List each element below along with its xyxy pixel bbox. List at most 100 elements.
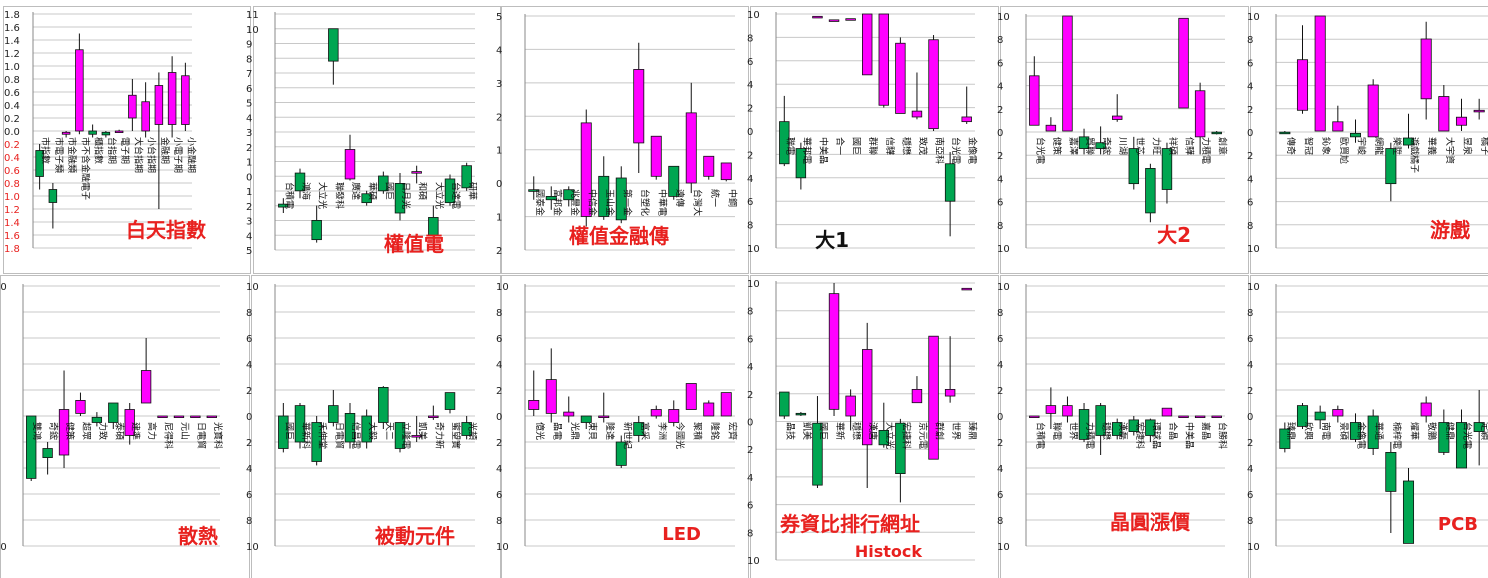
candle-body [845, 395, 856, 417]
candle-label: 台光電 [950, 137, 962, 164]
candle-body [812, 422, 823, 486]
candle-body [528, 189, 540, 192]
candle-label: 鴻海 [300, 182, 312, 200]
candle-body [911, 388, 923, 404]
candle-body [1111, 115, 1123, 120]
candle-label: 中華電 [656, 189, 668, 216]
candle-body [878, 429, 890, 446]
y-tick-label: 6 [997, 490, 1003, 501]
y-tick-label: 2 [496, 386, 502, 397]
chart-title: 散熱 [178, 524, 218, 548]
chart-title: 被動元件 [375, 524, 455, 548]
candle: 台勝科 [1211, 415, 1229, 449]
candle-label: 信驊 [1184, 137, 1196, 155]
candle-body [928, 39, 939, 130]
candle: 聯電 [1045, 387, 1063, 440]
candle: 今國光 [668, 400, 686, 449]
candle-label: 世芯 [1134, 137, 1146, 155]
candle: 統一 [703, 155, 721, 207]
y-tick-label: 10 [1247, 542, 1260, 553]
candle-label: 川湖 [1117, 137, 1128, 155]
candle: 力致 [91, 412, 109, 440]
candle: 光鼎 [563, 396, 581, 440]
candle-body [58, 409, 70, 456]
candle: 中鋼 [720, 162, 738, 207]
y-tick-label: 2 [997, 438, 1003, 449]
candle-body [895, 42, 906, 114]
y-tick-label: 0.6 [4, 88, 20, 99]
candle-label: 金像電 [1356, 422, 1368, 449]
candle-label: 台光電 [1462, 422, 1474, 449]
candle-label: 信驊 [884, 137, 896, 155]
candle-label: 華邦電 [801, 137, 813, 164]
candle-label: 和碩 [417, 182, 428, 200]
y-tick-label: 8 [997, 516, 1003, 527]
candle: 日電貿 [190, 415, 207, 449]
candle-body [361, 415, 372, 443]
candle: 市電子類 [48, 137, 65, 229]
y-tick-label: 10 [246, 25, 259, 36]
candle-label: 健鼎 [1444, 422, 1456, 440]
candle: 小金融期 [181, 62, 197, 173]
candle-label: 玉山金 [604, 189, 616, 216]
candle: 健鼎 [1438, 409, 1456, 455]
y-tick-label: 1.0 [4, 192, 20, 203]
y-tick-label: 2 [496, 438, 502, 449]
candle-label: 元山 [179, 422, 190, 440]
y-tick-label: 2 [1247, 438, 1253, 449]
candle-body [1473, 422, 1485, 433]
y-tick-label: 1.8 [4, 244, 20, 255]
y-tick-label: 4 [246, 464, 252, 475]
candle-label: 蜜望實 [450, 422, 462, 449]
candle-label: 傳奇 [1285, 137, 1297, 155]
y-tick-label: 6 [747, 501, 753, 512]
candle-label: 遠傳 [674, 189, 686, 207]
y-tick-label: 6 [496, 490, 502, 501]
chart-title: 權值金融傳 [569, 224, 669, 248]
candle-body [1314, 15, 1326, 132]
candle-label: 小金融期 [185, 137, 197, 173]
y-tick-label: 2 [1247, 105, 1253, 116]
y-tick-label: 4 [997, 360, 1003, 371]
candle-body [650, 409, 662, 417]
candle: 中美晶 [812, 15, 829, 164]
y-tick-label: 8 [246, 54, 252, 65]
candle: 元山 [173, 415, 190, 440]
y-tick-label: 6 [496, 334, 502, 345]
candle-label: 信昌電 [350, 422, 362, 449]
candle: 南亞科 [928, 35, 946, 164]
candle: 世芯 [1128, 136, 1146, 190]
panel-11: 10 8 6 4 2 0 2 4 6 8 10 台積電 聯電 世界 力積電 穩懋 漢磊 宏捷科 環球晶 合晶 中美晶 嘉晶… [997, 275, 1249, 578]
candle: 國巨 [845, 18, 862, 155]
candle: 奇鋐 [1095, 126, 1113, 155]
candle: 金融期 [154, 72, 171, 209]
candle-body [42, 448, 53, 459]
candle-label: 建準 [130, 422, 142, 440]
candle: 中華電 [650, 135, 668, 216]
candle-body [944, 163, 956, 202]
y-tick-label: 10 [1247, 244, 1260, 255]
candle: 李洲 [650, 405, 668, 440]
y-tick-label: 8 [997, 35, 1003, 46]
candle: 金像電 [961, 86, 979, 164]
y-tick-label: 10 [496, 542, 509, 553]
candle-label: 致茂 [917, 137, 929, 155]
candle-body [101, 131, 111, 136]
candle-body [928, 335, 939, 460]
candle-label: 市金融類 [66, 137, 78, 173]
candle-body [703, 402, 715, 417]
candle-label: 晶技 [784, 422, 796, 440]
panel-frame [501, 6, 749, 274]
candle-body [668, 165, 680, 197]
candle: 台積電 [278, 182, 295, 213]
y-tick-label: 6 [997, 58, 1003, 69]
candle: 富采 [633, 416, 651, 442]
candle: 世界 [1062, 396, 1079, 440]
candle-label: 宏捷科 [1134, 422, 1146, 449]
candle: 建準 [124, 403, 142, 445]
candle-body [167, 72, 177, 125]
y-tick-label: 2 [246, 386, 252, 397]
candle-body [1062, 405, 1073, 417]
candle-body [650, 135, 662, 177]
candle: 億光 [528, 370, 546, 440]
